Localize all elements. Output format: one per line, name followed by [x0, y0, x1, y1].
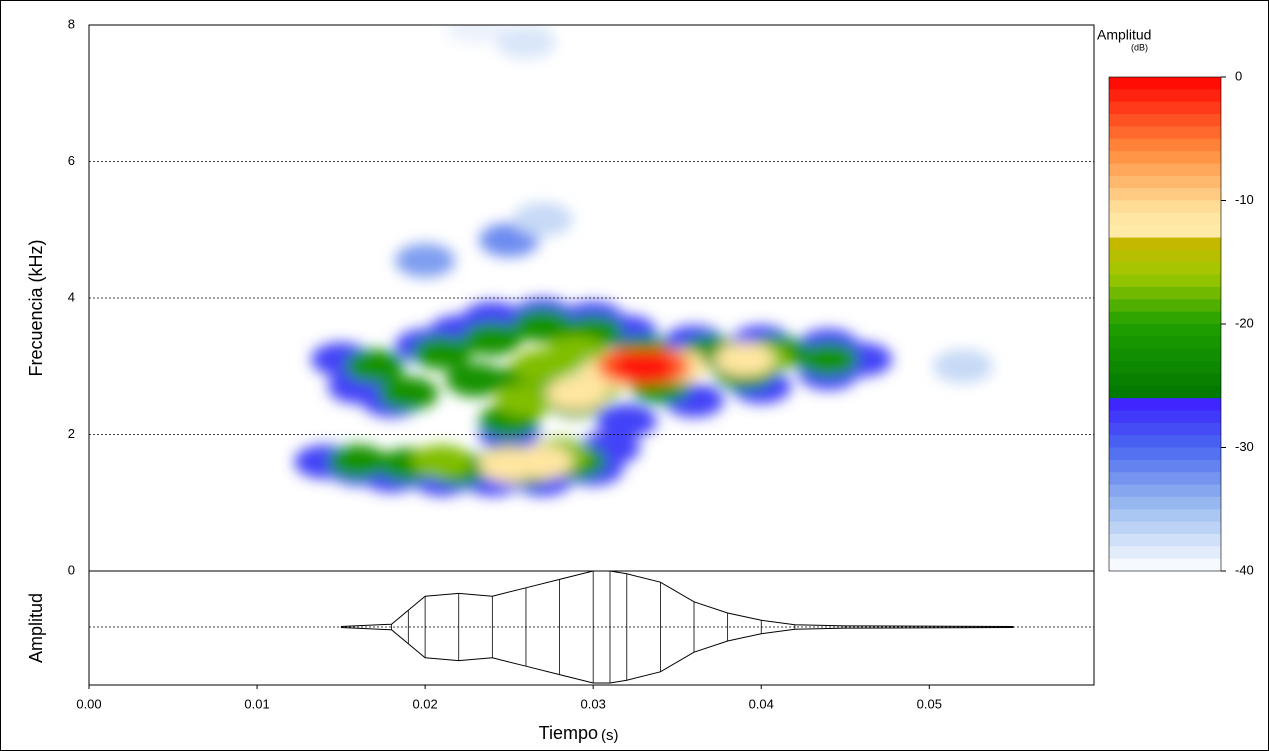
x-tick-label: 0.02: [412, 696, 437, 711]
y-tick-label: 4: [68, 289, 75, 304]
y-axis-title: Frecuencia (kHz): [26, 239, 46, 376]
colorbar-tick-label: -30: [1235, 439, 1254, 454]
spectrogram-cell: [714, 342, 775, 377]
colorbar-band: [1109, 533, 1221, 547]
colorbar-band: [1109, 237, 1221, 251]
colorbar-tick-label: 0: [1235, 68, 1242, 83]
x-axis-title: Tiempo: [539, 723, 598, 743]
colorbar-band: [1109, 188, 1221, 201]
colorbar-band: [1109, 163, 1221, 177]
colorbar-band: [1109, 459, 1221, 473]
colorbar-band: [1109, 311, 1221, 325]
spectrogram-cell: [378, 376, 439, 411]
x-tick-label: 0.00: [76, 696, 101, 711]
spectrogram-cell: [512, 308, 573, 343]
y-tick-label: 8: [68, 16, 75, 31]
colorbar-band: [1109, 299, 1221, 313]
colorbar-title: Amplitud: [1097, 27, 1151, 43]
x-tick-label: 0.04: [749, 696, 774, 711]
colorbar-band: [1109, 373, 1221, 387]
colorbar-band: [1109, 89, 1221, 103]
colorbar-band: [1109, 200, 1221, 214]
colorbar-band: [1109, 546, 1221, 560]
colorbar-band: [1109, 274, 1221, 288]
spectrogram-cell: [932, 349, 993, 384]
spectrogram-cell: [327, 444, 388, 479]
spectrogram-cell: [344, 349, 405, 384]
colorbar-band: [1109, 509, 1221, 523]
waveform-axis-title: Amplitud: [26, 593, 46, 663]
spectrogram-cell: [395, 243, 456, 278]
colorbar-band: [1109, 77, 1221, 90]
colorbar-band: [1109, 447, 1221, 461]
colorbar-band: [1109, 422, 1221, 436]
colorbar-band: [1109, 410, 1221, 424]
colorbar-band: [1109, 324, 1221, 337]
x-tick-label: 0.01: [244, 696, 269, 711]
colorbar-band: [1109, 249, 1221, 263]
colorbar-band: [1109, 175, 1221, 189]
y-tick-label: 2: [68, 426, 75, 441]
colorbar-unit: (dB): [1131, 42, 1148, 52]
spectrogram-cell: [512, 202, 573, 237]
spectrogram: [294, 25, 993, 496]
colorbar-band: [1109, 558, 1221, 572]
colorbar-band: [1109, 212, 1221, 226]
colorbar-band: [1109, 126, 1221, 140]
colorbar-band: [1109, 435, 1221, 448]
colorbar-band: [1109, 496, 1221, 510]
colorbar-band: [1109, 348, 1221, 362]
colorbar-tick-label: -10: [1235, 192, 1254, 207]
spectrogram-cell: [411, 444, 472, 479]
colorbar-band: [1109, 225, 1221, 239]
spectrogram-cell: [512, 444, 573, 479]
colorbar-band: [1109, 484, 1221, 498]
colorbar-band: [1109, 101, 1221, 115]
spectrogram-cell: [596, 403, 657, 438]
x-tick-label: 0.05: [917, 696, 942, 711]
colorbar-band: [1109, 472, 1221, 486]
spectrogram-cell: [462, 321, 523, 356]
colorbar-tick-label: -20: [1235, 315, 1254, 330]
spectrogram-cell: [613, 350, 674, 385]
x-axis-unit: (s): [601, 727, 619, 744]
x-tick-label: 0.03: [581, 696, 606, 711]
y-tick-label: 6: [68, 153, 75, 168]
spectrogram-cell: [445, 25, 506, 45]
spectrogram-cell: [495, 25, 556, 60]
colorbar-band: [1109, 398, 1221, 411]
colorbar-band: [1109, 114, 1221, 127]
spectrogram-cell: [798, 342, 859, 377]
y-tick-label: 0: [68, 562, 75, 577]
colorbar-band: [1109, 336, 1221, 350]
colorbar-tick-label: -40: [1235, 562, 1254, 577]
colorbar-band: [1109, 361, 1221, 374]
colorbar: 0 -10 -20 -30 -40: [1108, 68, 1254, 577]
colorbar-band: [1109, 151, 1221, 164]
colorbar-band: [1109, 138, 1221, 152]
colorbar-band: [1109, 286, 1221, 300]
colorbar-band: [1109, 262, 1221, 276]
waveform-lower: [341, 627, 1014, 684]
spectrogram-cell: [445, 362, 506, 397]
waveform-upper: [341, 570, 1014, 627]
colorbar-band: [1109, 385, 1221, 399]
spectrogram-cell: [411, 335, 472, 370]
spectrogram-cell: [495, 383, 556, 418]
colorbar-band: [1109, 521, 1221, 535]
